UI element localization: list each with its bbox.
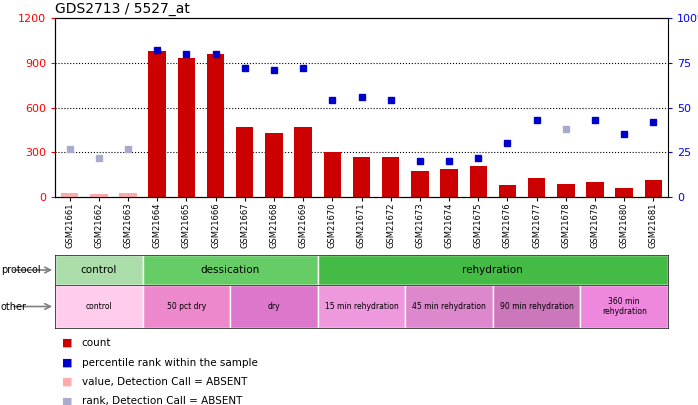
Bar xyxy=(498,185,517,197)
Bar xyxy=(207,54,224,197)
Text: 50 pct dry: 50 pct dry xyxy=(167,302,206,311)
Text: GDS2713 / 5527_at: GDS2713 / 5527_at xyxy=(55,2,190,15)
Bar xyxy=(177,58,195,197)
Text: value, Detection Call = ABSENT: value, Detection Call = ABSENT xyxy=(82,377,247,387)
Bar xyxy=(265,133,283,197)
Bar xyxy=(318,285,406,328)
Bar xyxy=(142,255,318,285)
Text: 90 min rehydration: 90 min rehydration xyxy=(500,302,574,311)
Bar xyxy=(55,255,142,285)
Text: dessication: dessication xyxy=(200,265,260,275)
Text: rehydration: rehydration xyxy=(463,265,524,275)
Text: ■: ■ xyxy=(62,377,73,387)
Text: protocol: protocol xyxy=(1,265,40,275)
Bar xyxy=(324,151,341,197)
Bar xyxy=(493,285,581,328)
Text: rank, Detection Call = ABSENT: rank, Detection Call = ABSENT xyxy=(82,396,242,405)
Bar xyxy=(581,285,668,328)
Bar xyxy=(119,192,137,197)
Bar xyxy=(61,192,78,197)
Bar xyxy=(586,182,604,197)
Bar xyxy=(318,255,668,285)
Text: 360 min
rehydration: 360 min rehydration xyxy=(602,297,646,316)
Text: control: control xyxy=(85,302,112,311)
Text: count: count xyxy=(82,338,111,348)
Bar xyxy=(230,285,318,328)
Bar xyxy=(236,127,253,197)
Bar xyxy=(149,51,166,197)
Bar xyxy=(382,157,399,197)
Text: percentile rank within the sample: percentile rank within the sample xyxy=(82,358,258,368)
Text: control: control xyxy=(80,265,117,275)
Bar xyxy=(55,285,142,328)
Bar xyxy=(528,178,545,197)
Text: ■: ■ xyxy=(62,358,73,368)
Bar xyxy=(557,184,574,197)
Text: 45 min rehydration: 45 min rehydration xyxy=(412,302,486,311)
Bar xyxy=(406,285,493,328)
Bar xyxy=(645,180,662,197)
Text: ■: ■ xyxy=(62,338,73,348)
Bar xyxy=(295,127,312,197)
Bar xyxy=(352,157,370,197)
Bar xyxy=(440,169,458,197)
Text: dry: dry xyxy=(267,302,280,311)
Bar xyxy=(411,171,429,197)
Bar xyxy=(142,285,230,328)
Bar xyxy=(470,166,487,197)
Bar xyxy=(616,188,633,197)
Text: ■: ■ xyxy=(62,396,73,405)
Bar xyxy=(90,194,107,197)
Text: 15 min rehydration: 15 min rehydration xyxy=(325,302,399,311)
Text: other: other xyxy=(1,301,27,311)
